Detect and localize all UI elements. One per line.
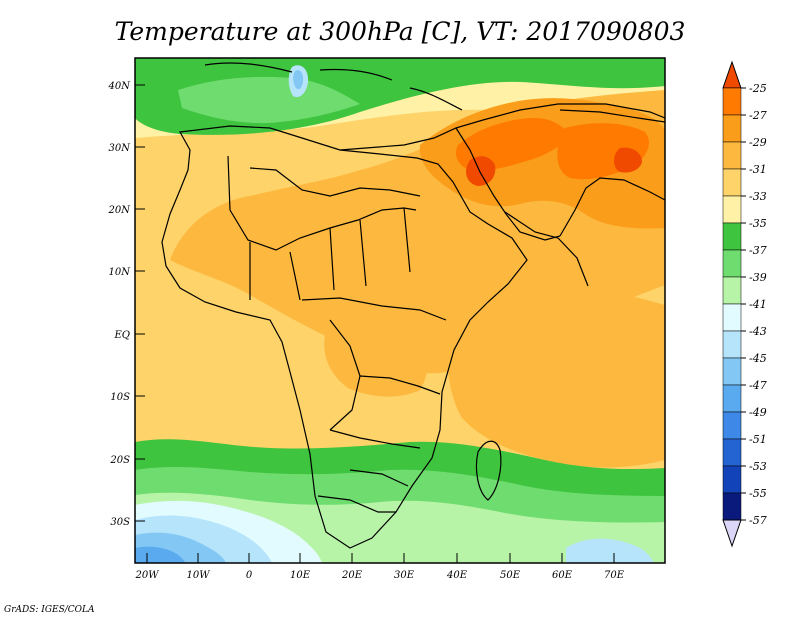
colorbar-label--37: -37 (749, 244, 767, 257)
colorbar: -25 -27 -29 -31 -33 -35 -37 -39 -41 -43 … (722, 60, 767, 548)
colorbar-segment-2 (722, 114, 742, 143)
central-africa-warm (324, 311, 428, 397)
colorbar-label--55: -55 (749, 487, 767, 500)
y-tick-30s: 30S (110, 517, 130, 528)
x-tick-30e: 30E (394, 570, 415, 581)
x-tick-20w: 20W (134, 570, 159, 581)
hot-spot-a (466, 156, 496, 186)
temperature-field (135, 58, 665, 563)
hot-spot-b (614, 147, 642, 173)
colorbar-segment-1 (722, 87, 742, 116)
southeast-cold-patch (566, 538, 654, 563)
colorbar-label--33: -33 (749, 190, 767, 203)
colorbar-segment-10 (722, 330, 742, 359)
coastline-and-borders (161, 62, 665, 549)
colorbar-label--29: -29 (749, 136, 767, 149)
map-title: Temperature at 300hPa [C], VT: 201709080… (115, 17, 686, 46)
colorbar-segment-4 (722, 168, 742, 197)
colorbar-label--49: -49 (749, 406, 767, 419)
y-tick-20s: 20S (109, 455, 130, 466)
grads-credit: GrADS: IGES/COLA (4, 605, 95, 615)
colorbar-label--27: -27 (749, 109, 767, 122)
colorbar-top-arrow (722, 60, 742, 89)
colorbar-segment-12 (722, 384, 742, 413)
colorbar-label--25: -25 (749, 82, 767, 95)
colorbar-segment-6 (722, 222, 742, 251)
y-tick-10s: 10S (110, 392, 130, 403)
colorbar-segment-13 (722, 411, 742, 440)
indian-ocean-warm (447, 288, 665, 468)
colorbar-bottom-arrow (722, 519, 742, 548)
colorbar-label--31: -31 (749, 163, 767, 176)
alpine-colder-core (293, 70, 304, 90)
x-tick-70e: 70E (604, 570, 625, 581)
colorbar-label--45: -45 (749, 352, 767, 365)
colorbar-segment-15 (722, 465, 742, 494)
plot-frame (134, 57, 666, 564)
colorbar-label--51: -51 (749, 433, 767, 446)
colorbar-segment-9 (722, 303, 742, 332)
colorbar-label--39: -39 (749, 271, 767, 284)
colorbar-segment-3 (722, 141, 742, 170)
x-tick-60e: 60E (552, 570, 573, 581)
mediterranean-light-green (178, 76, 360, 124)
x-tick-20e: 20E (341, 570, 363, 581)
y-tick-40n: 40N (108, 81, 132, 92)
colorbar-label--47: -47 (749, 379, 767, 392)
colorbar-label--57: -57 (749, 514, 767, 527)
x-tick-0: 0 (246, 570, 253, 581)
colorbar-segment-14 (722, 438, 742, 467)
colorbar-segment-8 (722, 276, 742, 305)
colorbar-label--35: -35 (749, 217, 767, 230)
y-axis: 40N 30N 20N 10N EQ 10S 20S 30S (108, 81, 145, 528)
colorbar-segment-7 (722, 249, 742, 278)
colorbar-segment-11 (722, 357, 742, 386)
x-tick-50e: 50E (500, 570, 521, 581)
y-tick-eq: EQ (114, 330, 131, 341)
y-tick-20n: 20N (108, 205, 132, 216)
colorbar-label--41: -41 (749, 298, 767, 311)
colorbar-label--43: -43 (749, 325, 767, 338)
x-tick-10w: 10W (186, 570, 210, 581)
y-tick-10n: 10N (109, 267, 132, 278)
colorbar-label--53: -53 (749, 460, 767, 473)
x-axis: 20W 10W 0 10E 20E 30E 40E 50E 60E 70E (134, 553, 625, 581)
colorbar-segment-16 (722, 492, 742, 521)
x-tick-40e: 40E (446, 570, 468, 581)
x-tick-10e: 10E (290, 570, 311, 581)
y-tick-30n: 30N (109, 143, 132, 154)
colorbar-segment-5 (722, 195, 742, 224)
